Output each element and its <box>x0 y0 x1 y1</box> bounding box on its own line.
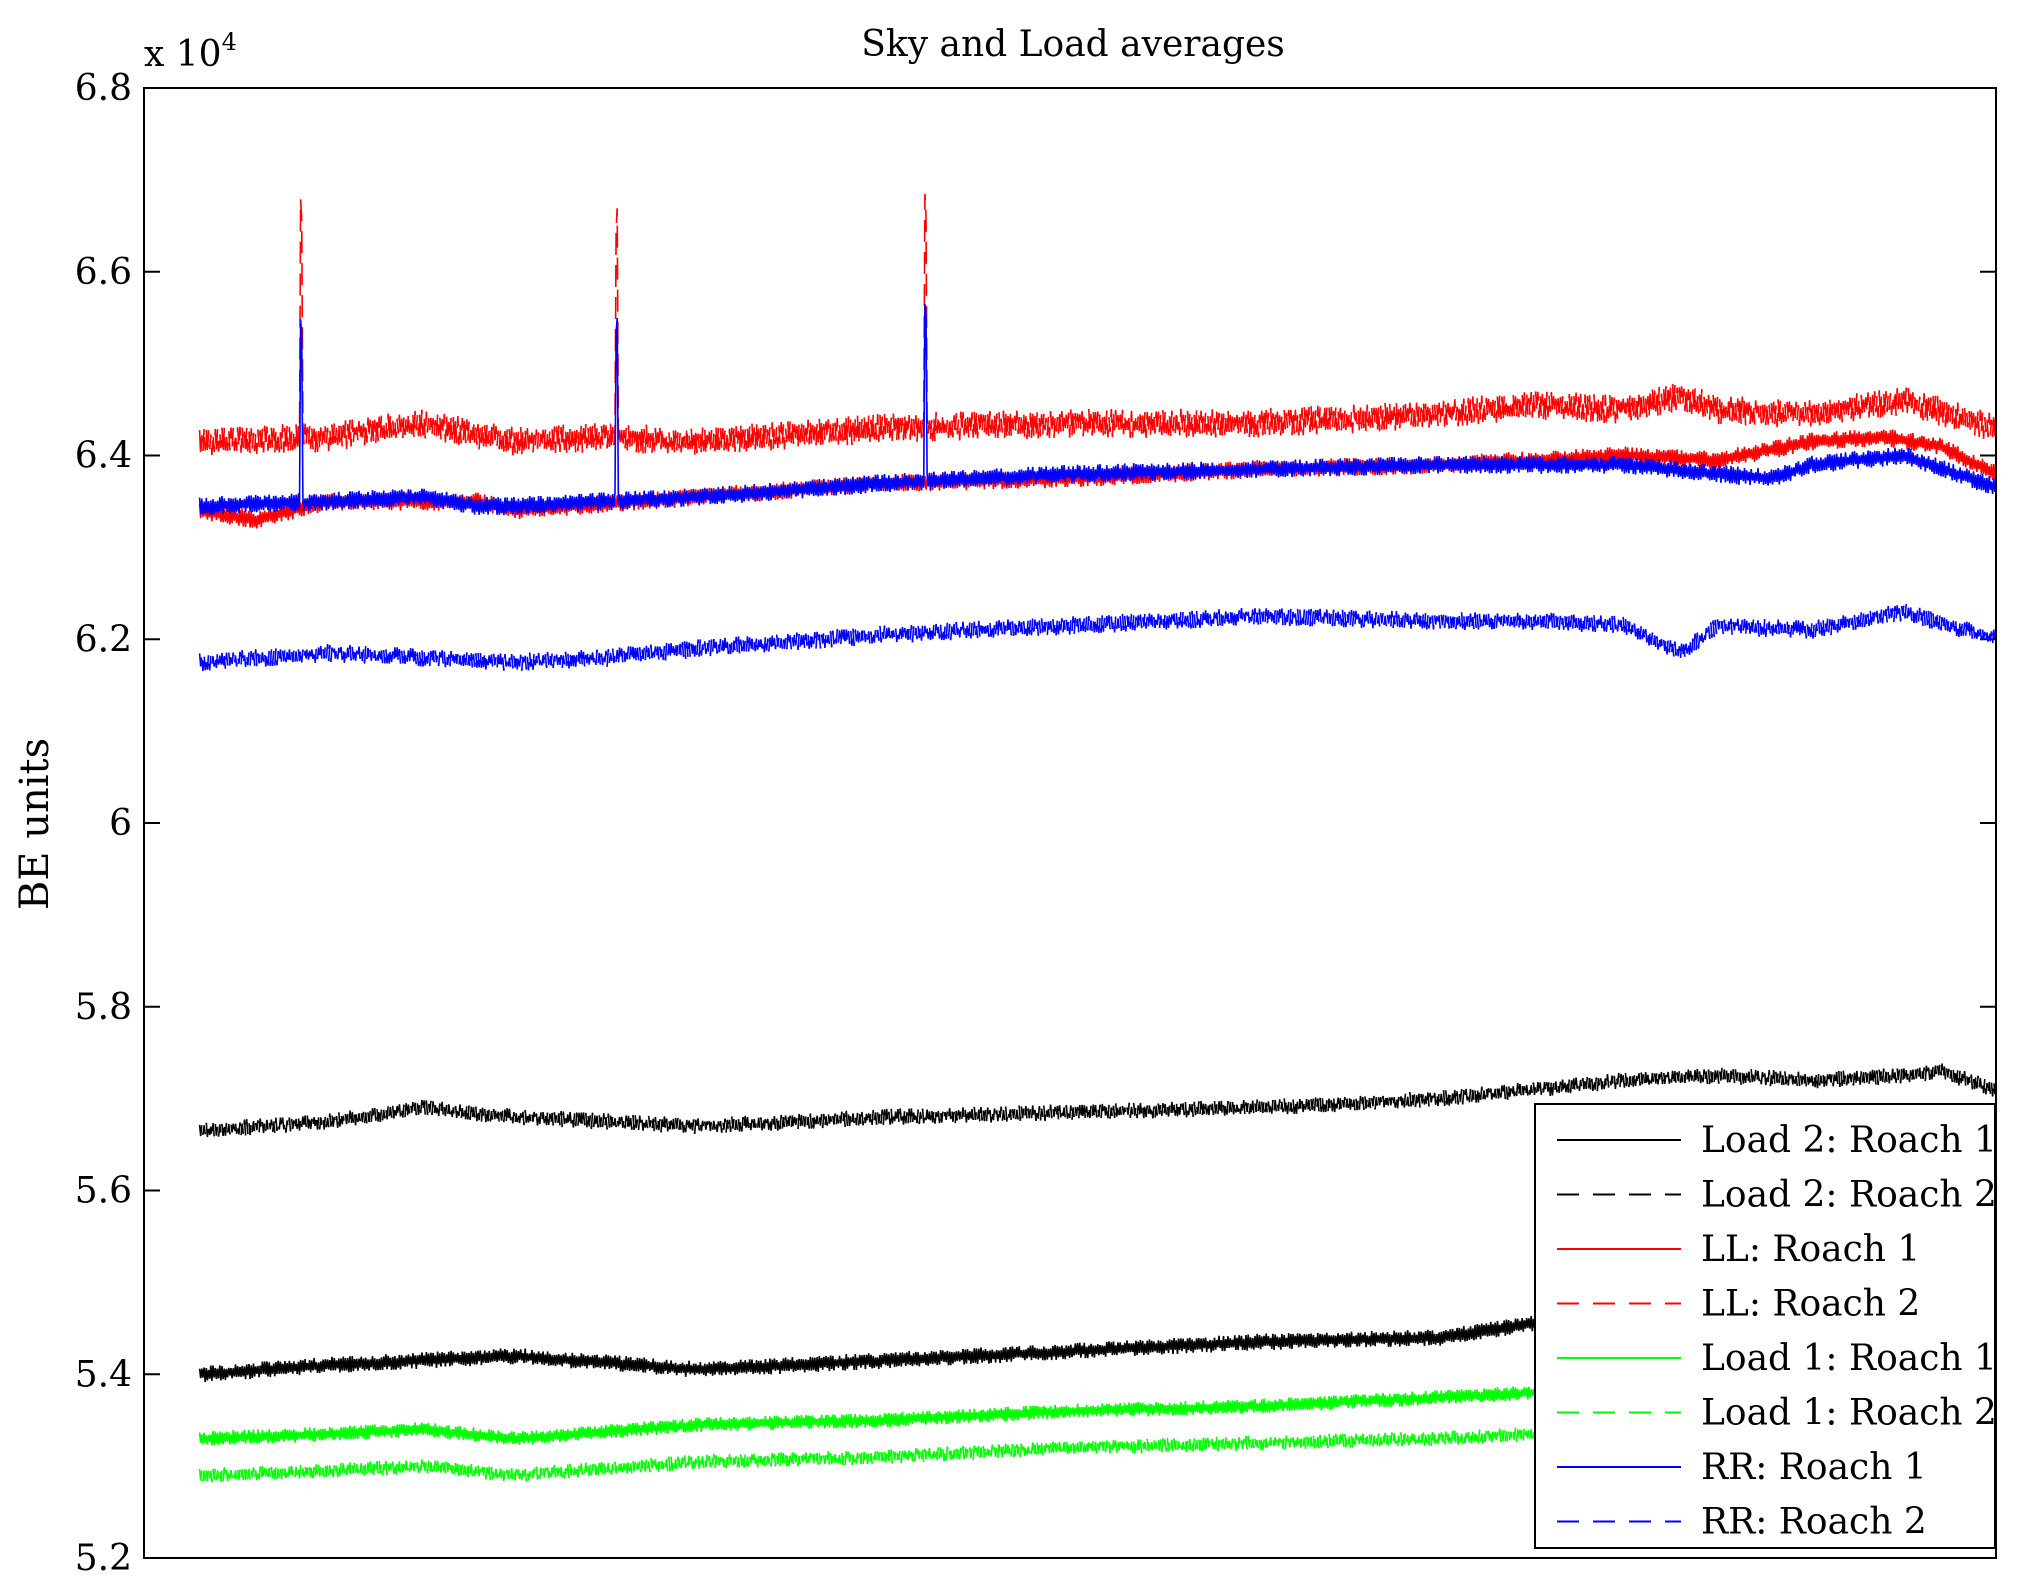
legend-box <box>1534 1103 1996 1549</box>
y-tick-label: 6.6 <box>75 252 132 293</box>
y-tick-label: 6 <box>109 803 132 844</box>
series-line <box>198 193 1997 457</box>
y-multiplier: x 104 <box>144 28 237 75</box>
y-tick-label: 5.8 <box>75 987 132 1028</box>
y-tick-label: 6.8 <box>75 68 132 109</box>
series-line <box>198 1063 1997 1138</box>
series-line <box>198 304 1997 515</box>
legend-label: RR: Roach 1 <box>1701 1447 1927 1488</box>
y-multiplier-exponent: 4 <box>222 28 237 56</box>
y-axis-label: BE units <box>12 738 58 910</box>
y-tick-label: 6.4 <box>75 436 132 477</box>
y-tick-label: 6.2 <box>75 619 132 660</box>
y-tick-label: 5.2 <box>75 1538 132 1579</box>
legend: Load 2: Roach 1 Load 2: Roach 2 LL: Roach … <box>1534 1103 1997 1549</box>
chart-title: Sky and Load averages <box>861 24 1285 65</box>
legend-label: LL: Roach 2 <box>1701 1284 1920 1325</box>
legend-label: LL: Roach 1 <box>1701 1229 1920 1270</box>
y-ticks: 5.2 5.4 5.6 5.8 6 6.2 6.4 6.6 6.8 <box>75 68 1996 1579</box>
y-tick-label: 5.4 <box>75 1354 132 1395</box>
legend-label: Load 1: Roach 1 <box>1701 1338 1997 1379</box>
series-line <box>198 603 1997 672</box>
legend-label: Load 1: Roach 2 <box>1701 1393 1997 1434</box>
legend-label: RR: Roach 2 <box>1701 1502 1927 1543</box>
legend-label: Load 2: Roach 2 <box>1701 1175 1997 1216</box>
y-tick-label: 5.6 <box>75 1171 132 1212</box>
legend-label: Load 2: Roach 1 <box>1701 1120 1997 1161</box>
plot-area-frame <box>143 87 1997 1559</box>
